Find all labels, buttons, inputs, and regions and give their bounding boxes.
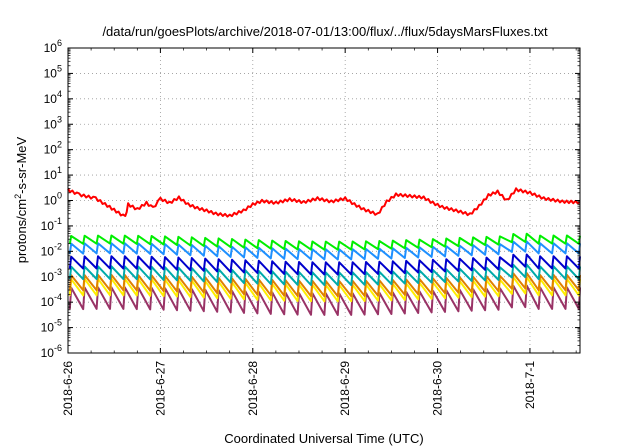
x-tick-label: 2018-6-29 xyxy=(338,361,352,416)
y-tick-label: 106 xyxy=(44,38,62,55)
x-tick-label: 2018-6-30 xyxy=(431,361,445,416)
series-line xyxy=(68,253,581,276)
y-axis: 10-6 10-5 10-4 10-3 10-2 10-1 100 101 102 103 104 1… xyxy=(41,38,580,360)
chart-title: /data/run/goesPlots/archive/2018-07-01/1… xyxy=(102,24,548,39)
x-tick-label: 2018-7-1 xyxy=(523,361,537,409)
y-tick-label: 10-5 xyxy=(41,318,62,335)
x-axis: 2018-6-26 2018-6-27 2018-6-28 2018-6-29 2018… xyxy=(61,48,577,416)
x-tick-label: 2018-6-27 xyxy=(153,361,167,416)
y-tick-label: 105 xyxy=(44,63,62,80)
series-line xyxy=(68,240,581,261)
y-tick-label: 104 xyxy=(44,89,62,106)
x-tick-label: 2018-6-26 xyxy=(61,361,75,416)
y-tick-label: 10-4 xyxy=(41,292,62,309)
y-axis-label: protons/cm2-s-sr-MeV xyxy=(13,136,29,263)
y-tick-label: 101 xyxy=(44,165,62,182)
series-line xyxy=(68,232,581,251)
y-tick-label: 102 xyxy=(44,140,62,157)
y-tick-label: 100 xyxy=(44,191,62,208)
x-tick-label: 2018-6-28 xyxy=(246,361,260,416)
y-tick-label: 10-3 xyxy=(41,267,62,284)
series-line xyxy=(67,187,581,218)
y-tick-label: 10-6 xyxy=(41,343,62,360)
x-axis-label: Coordinated Universal Time (UTC) xyxy=(224,431,423,446)
y-tick-label: 103 xyxy=(44,114,62,131)
y-tick-label: 10-1 xyxy=(41,216,62,233)
series-line xyxy=(68,263,581,287)
y-tick-label: 10-2 xyxy=(41,241,62,258)
series-layer xyxy=(67,187,581,316)
